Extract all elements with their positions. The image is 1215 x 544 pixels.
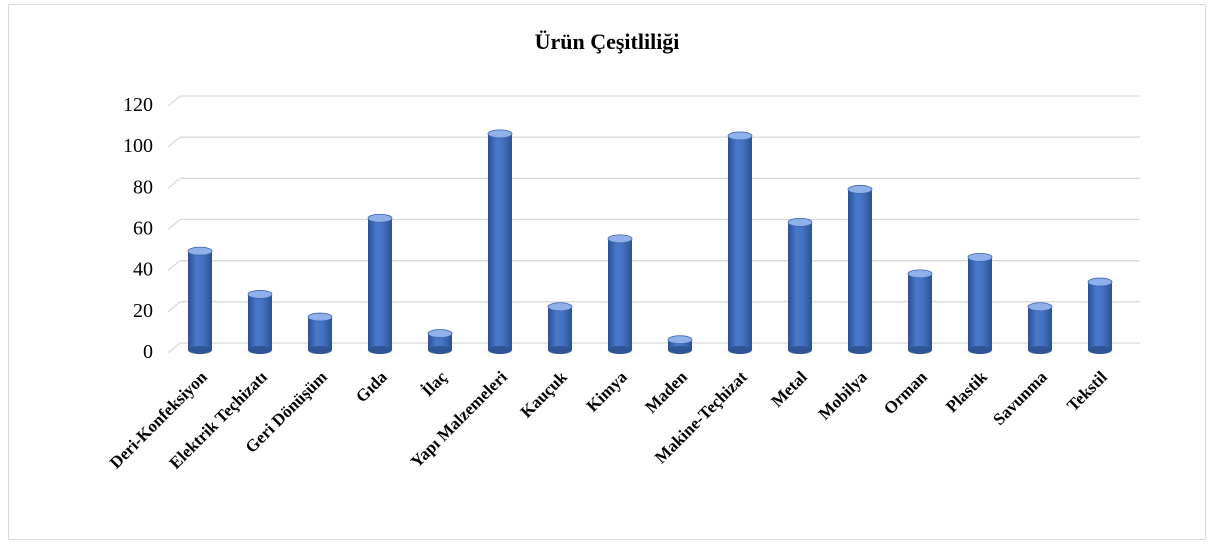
x-tick-label: Gıda: [352, 367, 391, 406]
y-tick-label: 60: [133, 218, 153, 240]
bar-body: [968, 257, 992, 350]
x-tick-label: Deri-Konfeksiyon: [106, 367, 211, 472]
bar-base: [608, 346, 632, 354]
bar-body: [308, 317, 332, 350]
bar: [847, 185, 873, 354]
x-tick-label: Metal: [767, 367, 811, 411]
gridline-depth: [167, 177, 181, 189]
bar: [427, 329, 453, 354]
bar-top: [847, 185, 873, 194]
chart-title: Ürün Çeşitliliği: [535, 29, 680, 54]
bar-top: [367, 213, 393, 223]
bar-body: [1088, 282, 1112, 350]
bar-body: [488, 133, 512, 350]
bar-body: [428, 333, 452, 350]
bar-base: [188, 346, 212, 354]
bar-body: [908, 273, 932, 350]
bar-body: [608, 238, 632, 350]
gridline-depth: [167, 95, 181, 107]
bar-base: [248, 346, 272, 354]
gridline-depth: [167, 342, 181, 354]
bar: [487, 129, 513, 354]
bar: [1027, 302, 1053, 354]
y-tick-label: 0: [143, 341, 153, 363]
bar-top: [907, 269, 933, 279]
x-tick-label: Mobilya: [815, 367, 872, 424]
y-tick-label: 80: [133, 176, 153, 198]
bar-base: [908, 346, 932, 354]
bar-top: [667, 335, 693, 345]
bar-top: [427, 329, 453, 338]
bar-top: [307, 312, 333, 322]
bar: [367, 213, 393, 354]
bar-base: [308, 346, 332, 354]
bar: [247, 290, 273, 354]
gridline-depth: [167, 260, 181, 272]
bar: [187, 246, 213, 354]
bar-top: [487, 129, 513, 139]
bar-base: [788, 346, 812, 354]
gridline-depth: [167, 301, 181, 313]
bar: [1087, 277, 1113, 354]
bar-top: [967, 252, 993, 262]
bar-body: [1028, 306, 1052, 350]
y-tick-label: 40: [133, 259, 153, 281]
x-tick-label: Savunma: [989, 367, 1051, 429]
bar-top: [187, 246, 213, 256]
bar-base: [488, 346, 512, 354]
bar-body: [728, 135, 752, 350]
bar-base: [368, 346, 392, 354]
bar-top: [247, 290, 273, 299]
x-tick-label: Kauçuk: [517, 367, 572, 422]
bar: [667, 335, 693, 354]
y-tick-label: 100: [123, 135, 153, 157]
x-tick-label: İlaç: [418, 367, 451, 400]
bar-top: [1027, 302, 1053, 312]
y-tick-label: 20: [133, 300, 153, 322]
bar: [967, 252, 993, 354]
bar-base: [668, 346, 692, 354]
bar-base: [1028, 346, 1052, 354]
bar-body: [188, 251, 212, 350]
gridline-depth: [167, 136, 181, 148]
x-tick-label: Plastik: [942, 367, 991, 416]
bar-base: [968, 346, 992, 354]
x-tick-label: Maden: [641, 367, 691, 417]
x-tick-label: Kimya: [583, 367, 632, 416]
bar-top: [727, 131, 753, 141]
bar-top: [607, 234, 633, 244]
x-tick-label: Orman: [880, 367, 931, 418]
bar-base: [728, 346, 752, 354]
bar: [907, 269, 933, 354]
bar: [607, 234, 633, 354]
bar-base: [1088, 346, 1112, 354]
bar-base: [428, 346, 452, 354]
bar: [787, 217, 813, 354]
bar: [727, 131, 753, 354]
bar-top: [547, 302, 573, 312]
bar-top: [787, 217, 813, 227]
bar-top: [1087, 277, 1113, 287]
bar-body: [248, 294, 272, 350]
bar-body: [368, 218, 392, 350]
bar-base: [548, 346, 572, 354]
bar: [307, 312, 333, 354]
y-tick-label: 120: [123, 94, 153, 116]
x-tick-label: Tekstil: [1063, 367, 1111, 415]
bar-body: [848, 189, 872, 350]
bar-body: [548, 306, 572, 350]
bar-body: [788, 222, 812, 350]
bar-body: [668, 339, 692, 350]
bar: [547, 302, 573, 354]
bar-base: [848, 346, 872, 354]
gridline-depth: [167, 219, 181, 230]
